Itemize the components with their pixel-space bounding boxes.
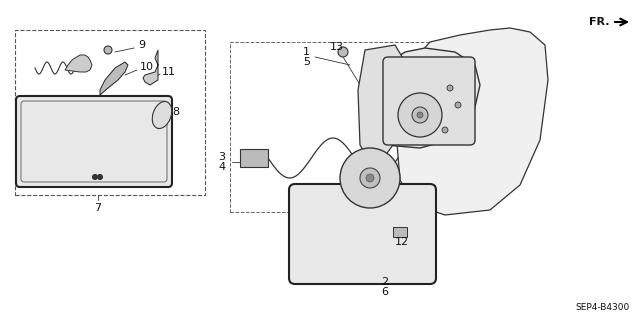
Polygon shape	[65, 55, 92, 72]
Circle shape	[412, 107, 428, 123]
Text: 13: 13	[330, 42, 344, 52]
Text: 7: 7	[95, 203, 102, 213]
Circle shape	[455, 102, 461, 108]
Circle shape	[366, 174, 374, 182]
Text: SEP4-B4300: SEP4-B4300	[576, 303, 630, 313]
Circle shape	[104, 46, 112, 54]
Circle shape	[360, 168, 380, 188]
Polygon shape	[358, 45, 410, 170]
FancyBboxPatch shape	[16, 96, 172, 187]
Text: 6: 6	[381, 287, 388, 297]
Circle shape	[97, 174, 102, 180]
Text: 2: 2	[381, 277, 388, 287]
Circle shape	[93, 174, 97, 180]
Circle shape	[340, 148, 400, 208]
Polygon shape	[395, 28, 548, 215]
Text: 9: 9	[138, 40, 145, 50]
Circle shape	[398, 93, 442, 137]
Circle shape	[442, 127, 448, 133]
Polygon shape	[365, 48, 480, 148]
Bar	[240, 149, 268, 167]
Text: 5: 5	[303, 57, 310, 67]
Text: 4: 4	[218, 162, 225, 172]
FancyBboxPatch shape	[289, 184, 436, 284]
FancyBboxPatch shape	[21, 101, 167, 182]
Circle shape	[338, 47, 348, 57]
Text: 3: 3	[218, 152, 225, 162]
Text: 11: 11	[162, 67, 176, 77]
Bar	[15, 30, 205, 195]
FancyBboxPatch shape	[383, 57, 475, 145]
Bar	[393, 227, 407, 237]
Circle shape	[447, 85, 453, 91]
Text: 1: 1	[303, 47, 310, 57]
Text: 8: 8	[172, 107, 179, 117]
Circle shape	[417, 112, 423, 118]
Text: 12: 12	[395, 237, 409, 247]
Text: FR.: FR.	[589, 17, 609, 27]
Text: 10: 10	[140, 62, 154, 72]
Ellipse shape	[152, 101, 172, 129]
Polygon shape	[143, 50, 158, 85]
Polygon shape	[100, 62, 128, 95]
Bar	[230, 42, 430, 212]
